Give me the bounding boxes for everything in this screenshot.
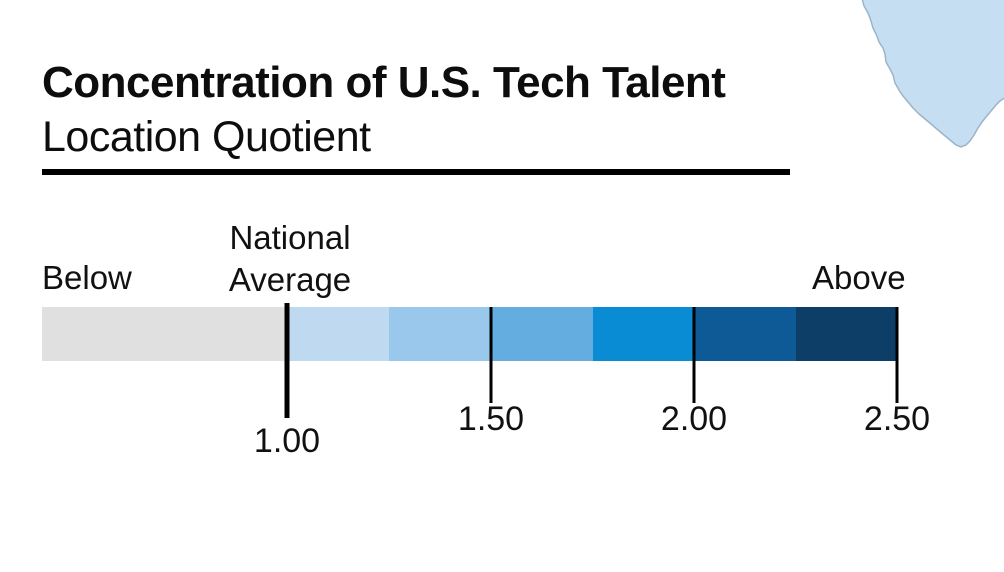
color-scale-bar (42, 307, 897, 361)
map-state-shape-path (861, 0, 1004, 148)
scale-segment-1.00-1.25 (287, 307, 389, 361)
tick-mark-1.00 (284, 303, 290, 418)
scale-segment-1.50-1.75 (491, 307, 593, 361)
scale-segment-1.75-2.00 (593, 307, 694, 361)
legend-below-label: Below (42, 259, 132, 296)
tick-label-1.00: 1.00 (253, 422, 321, 460)
tick-label-2.00: 2.00 (660, 400, 728, 438)
tick-mark-2.50 (895, 307, 899, 403)
tick-label-1.50: 1.50 (457, 400, 525, 438)
header: Concentration of U.S. Tech Talent Locati… (42, 55, 726, 164)
color-scale-legend: 1.00 1.50 2.00 2.50 (42, 303, 930, 460)
tick-label-2.50: 2.50 (863, 400, 931, 438)
national-average-line1: National (229, 219, 351, 256)
chart-subtitle: Location Quotient (42, 113, 371, 161)
scale-segment-2.00-2.25 (694, 307, 796, 361)
tick-mark-2.00 (692, 307, 696, 403)
scale-segment-2.25-2.50 (796, 307, 897, 361)
chart-title: Concentration of U.S. Tech Talent (42, 58, 726, 107)
title-underline-rule (42, 169, 790, 175)
legend-above-label: Above (812, 259, 906, 296)
national-average-line2: Average (228, 261, 352, 298)
tick-mark-1.50 (489, 307, 493, 403)
scale-segment-1.25-1.50 (389, 307, 491, 361)
scale-segment-below-1.00 (42, 307, 287, 361)
map-state-shape-fragment (861, 0, 1004, 148)
legend-national-average-label: National Average (187, 217, 393, 301)
